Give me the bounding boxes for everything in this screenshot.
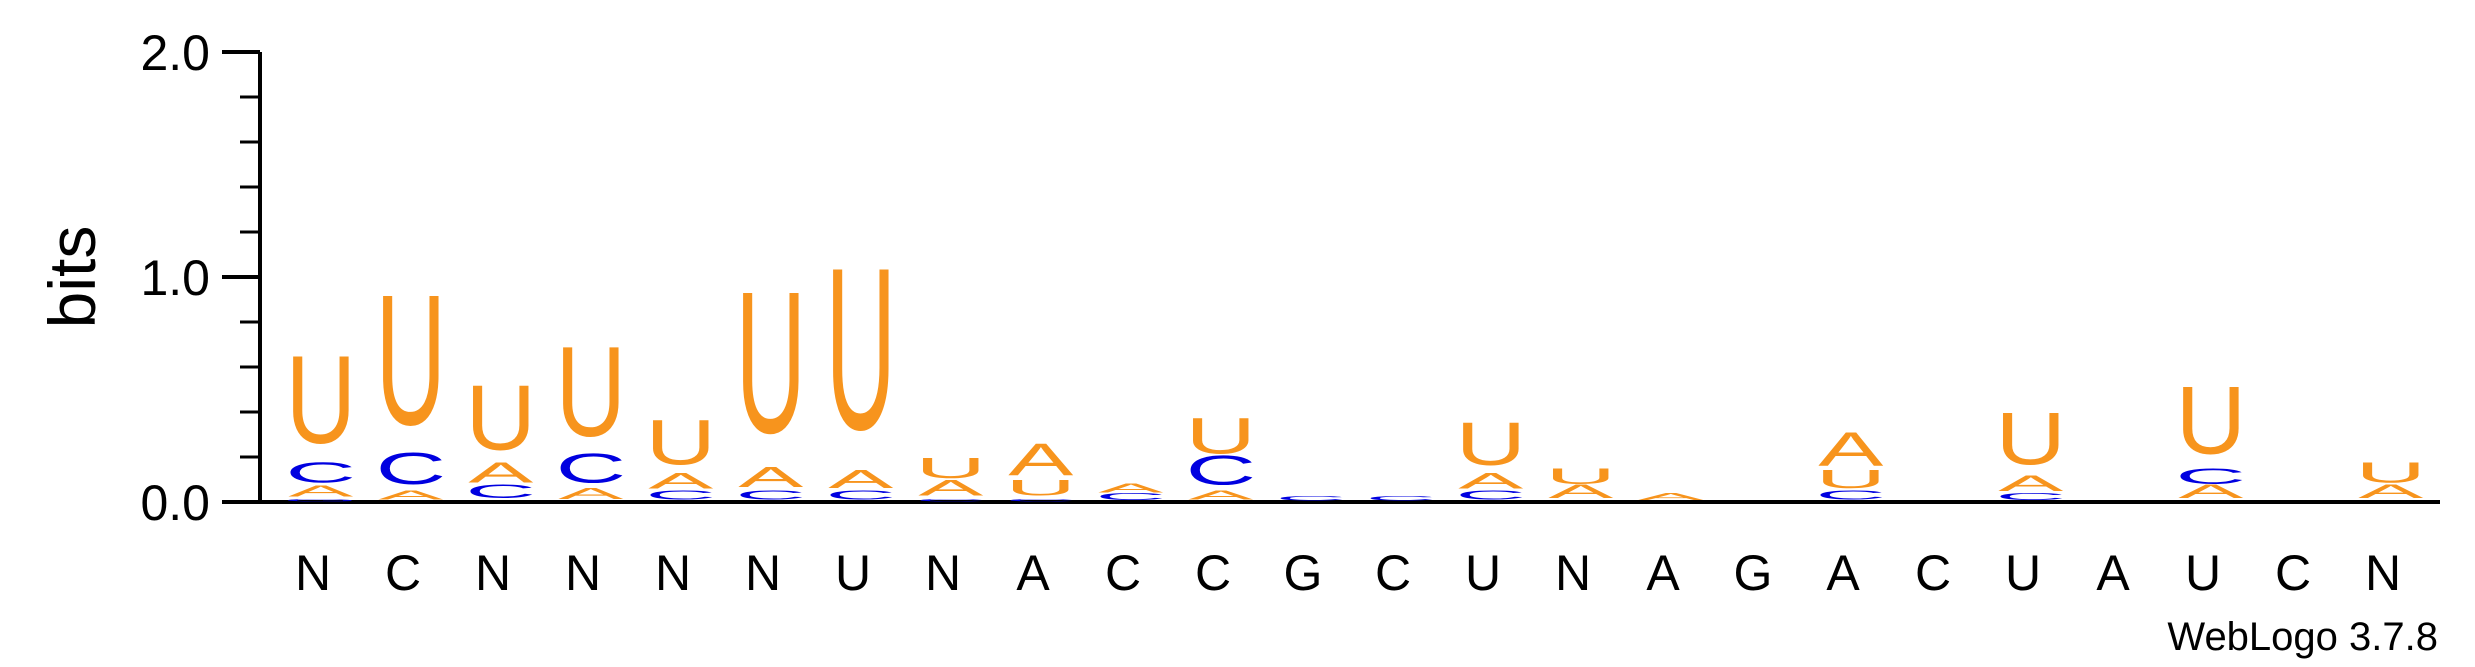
- logo-letter-U: U: [646, 406, 716, 478]
- logo-letter-C: C: [286, 457, 357, 489]
- position-label: C: [1105, 545, 1141, 601]
- logo-letter-A: A: [378, 488, 444, 502]
- logo-letter-U: U: [1546, 464, 1616, 489]
- position-label: U: [2005, 545, 2041, 601]
- logo-letter-U: U: [1816, 465, 1886, 494]
- logo-letter-U: U: [286, 329, 356, 470]
- logo-letter-C: C: [556, 445, 627, 492]
- position-label: N: [655, 545, 691, 601]
- logo-letter-U: U: [2356, 457, 2427, 489]
- position-label: N: [2365, 545, 2401, 601]
- position-label: G: [1734, 545, 1773, 601]
- logo-letter-U: U: [2176, 366, 2246, 474]
- logo-letter-A: A: [288, 482, 354, 500]
- logo-letter-A: A: [918, 475, 984, 500]
- logo-letter-A: A: [1638, 491, 1704, 502]
- logo-letter-C: C: [1816, 488, 1886, 502]
- logo-letter-A: A: [1818, 422, 1884, 476]
- logo-letter-C: C: [1366, 495, 1436, 502]
- y-axis-title: bits: [35, 226, 109, 329]
- position-label: N: [475, 545, 511, 601]
- logo-letter-A: A: [1998, 471, 2064, 496]
- logo-letter-A: A: [1548, 481, 1613, 503]
- logo-letter-A: A: [1188, 488, 1254, 502]
- position-label: N: [565, 545, 601, 601]
- position-label: C: [1375, 545, 1411, 601]
- logo-letter-A: A: [2178, 481, 2243, 503]
- logo-letter-U: U: [916, 452, 987, 484]
- logo-letter-C: C: [916, 498, 986, 502]
- position-label: A: [1016, 545, 1050, 601]
- logo-letter-A: A: [828, 465, 894, 494]
- logo-letter-C: C: [646, 488, 716, 502]
- logo-letter-A: A: [2358, 481, 2423, 503]
- position-label: N: [745, 545, 781, 601]
- logo-letter-C: C: [1186, 447, 1257, 494]
- y-axis-minor-ticks: [240, 50, 260, 459]
- logo-letter-A: A: [648, 468, 714, 493]
- logo-letter-C: C: [376, 444, 446, 494]
- position-label: A: [1646, 545, 1680, 601]
- logo-letter-C: C: [1096, 491, 1167, 502]
- logo-letter-G: G: [283, 498, 359, 502]
- position-label: C: [385, 545, 421, 601]
- position-label: U: [835, 545, 871, 601]
- logo-letter-C: C: [826, 488, 896, 502]
- position-label: A: [1826, 545, 1860, 601]
- logo-letter-C: C: [1006, 498, 1076, 502]
- logo-letter-U: U: [556, 321, 626, 464]
- logo-letter-C: C: [1276, 495, 1346, 502]
- logo-letter-A: A: [1008, 435, 1074, 485]
- y-tick-label-2: 2.0: [140, 25, 210, 81]
- logo-letter-C: C: [736, 488, 806, 502]
- logo-letter-A: A: [468, 457, 533, 489]
- logo-letter-U: U: [736, 249, 806, 476]
- position-label: N: [295, 545, 331, 601]
- y-tick-label-0: 0.0: [140, 475, 210, 531]
- logo-letter-U: U: [376, 255, 447, 464]
- y-tick-label-1: 1.0: [140, 250, 210, 306]
- weblogo-credit: WebLogo 3.7.8: [2167, 615, 2438, 659]
- logo-letter-C: C: [1456, 488, 1526, 502]
- logo-letter-U: U: [1006, 475, 1076, 500]
- logo-letter-U: U: [826, 219, 896, 478]
- position-label: A: [2096, 545, 2130, 601]
- position-label: N: [925, 545, 961, 601]
- logo-letter-U: U: [466, 367, 537, 471]
- logo-letter-A: A: [558, 484, 624, 502]
- position-label: C: [1195, 545, 1231, 601]
- position-label: C: [1915, 545, 1951, 601]
- position-label: U: [2185, 545, 2221, 601]
- y-axis: 0.0 1.0 2.0 bits: [35, 25, 2440, 531]
- logo-letter-U: U: [1996, 399, 2066, 481]
- logo-letter-A: A: [1098, 481, 1164, 495]
- logo-letter-U: U: [1186, 407, 1256, 465]
- position-label: G: [1284, 545, 1323, 601]
- logo-letter-C: C: [1996, 491, 2067, 502]
- position-label: U: [1465, 545, 1501, 601]
- logo-letter-C: C: [2176, 464, 2246, 489]
- logo-letter-C: C: [466, 481, 536, 503]
- position-label: C: [2275, 545, 2311, 601]
- logo-letter-A: A: [738, 461, 803, 493]
- logo-letter-U: U: [1456, 410, 1526, 478]
- position-label: N: [1555, 545, 1591, 601]
- logo-letter-A: A: [1458, 468, 1524, 493]
